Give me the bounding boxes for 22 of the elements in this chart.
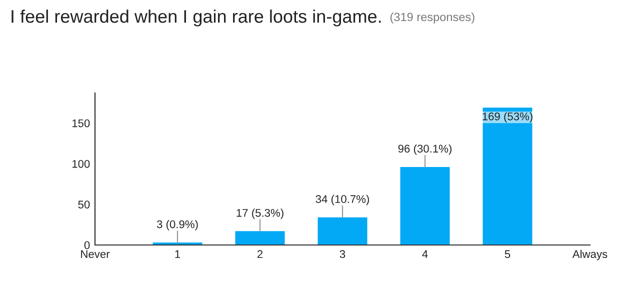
bar [482, 108, 532, 245]
x-tick-label: 3 [340, 250, 346, 258]
y-tick-label: 100 [72, 160, 90, 168]
x-tick-label: Always [572, 250, 608, 260]
x-tick-label: 2 [257, 250, 263, 258]
chart-subtitle: (319 responses) [390, 12, 474, 24]
data-label: 169 (53%) [482, 112, 532, 123]
x-tick-label: Never [81, 250, 110, 258]
chart-title: I feel rewarded when I gain rare loots in-game. [12, 10, 381, 26]
data-label: 17 (5.3%) [236, 208, 284, 220]
y-tick-label: 150 [72, 119, 90, 128]
bar [235, 231, 285, 245]
data-label: 3 (0.9%) [156, 220, 198, 230]
data-label: 96 (30.1%) [398, 144, 452, 155]
bar [318, 217, 368, 245]
x-tick-label: 5 [504, 250, 510, 258]
bar [400, 166, 450, 245]
x-tick-label: 4 [422, 250, 428, 258]
y-tick-label: 50 [78, 200, 90, 208]
data-label: 34 (10.7%) [316, 194, 369, 206]
x-tick-label: 1 [175, 250, 180, 258]
y-tick-label: 0 [84, 241, 90, 250]
